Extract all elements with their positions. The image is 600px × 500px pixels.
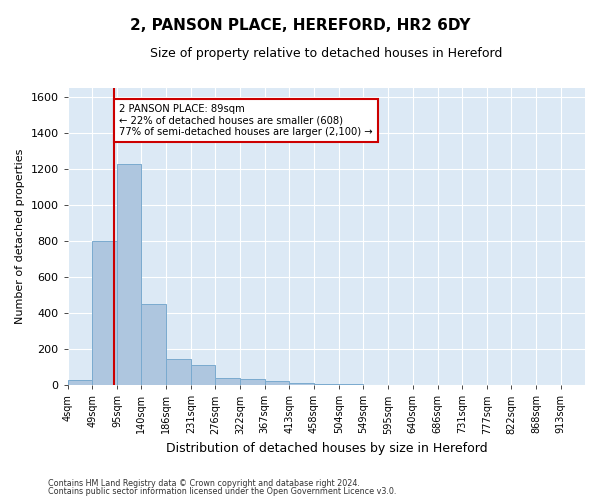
Title: Size of property relative to detached houses in Hereford: Size of property relative to detached ho… — [150, 48, 503, 60]
Text: Contains HM Land Registry data © Crown copyright and database right 2024.: Contains HM Land Registry data © Crown c… — [48, 478, 360, 488]
Bar — [314, 384, 339, 385]
Text: Contains public sector information licensed under the Open Government Licence v3: Contains public sector information licen… — [48, 487, 397, 496]
Bar — [240, 379, 265, 385]
Bar — [289, 384, 314, 385]
Bar — [339, 384, 363, 385]
Bar — [117, 164, 142, 385]
Bar — [68, 380, 92, 385]
Y-axis label: Number of detached properties: Number of detached properties — [15, 149, 25, 324]
Bar — [142, 304, 166, 385]
Text: 2 PANSON PLACE: 89sqm
← 22% of detached houses are smaller (608)
77% of semi-det: 2 PANSON PLACE: 89sqm ← 22% of detached … — [119, 104, 373, 138]
Bar — [215, 378, 240, 385]
Bar — [92, 241, 117, 385]
Bar — [265, 380, 289, 385]
Bar — [191, 366, 215, 385]
X-axis label: Distribution of detached houses by size in Hereford: Distribution of detached houses by size … — [166, 442, 487, 455]
Text: 2, PANSON PLACE, HEREFORD, HR2 6DY: 2, PANSON PLACE, HEREFORD, HR2 6DY — [130, 18, 470, 32]
Bar — [166, 359, 191, 385]
